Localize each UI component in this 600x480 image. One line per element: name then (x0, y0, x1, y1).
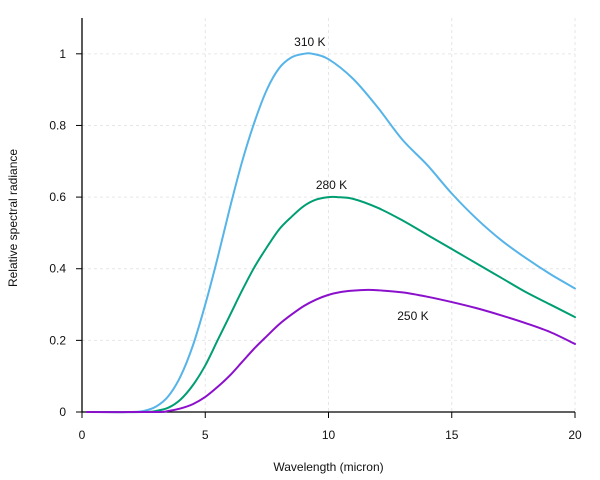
y-tick-label: 0.2 (49, 333, 66, 347)
x-axis-label: Wavelength (micron) (273, 460, 383, 474)
x-tick-label: 10 (322, 428, 336, 442)
series-line-2 (85, 288, 576, 414)
series-label-1: 280 K (316, 178, 347, 192)
x-tick-label: 20 (568, 428, 582, 442)
y-tick-label: 0.8 (49, 118, 66, 132)
series-label-2: 250 K (397, 309, 428, 323)
axes (76, 18, 576, 418)
series-line-1 (85, 195, 576, 414)
grid (82, 18, 576, 412)
tick-labels: 0 5 10 15 20 0 0.2 0.4 0.6 0.8 1 (49, 47, 582, 442)
x-tick-label: 15 (445, 428, 459, 442)
series-lines (85, 52, 576, 414)
series-line-0 (85, 52, 576, 414)
y-tick-label: 0.6 (49, 190, 66, 204)
x-tick-label: 5 (202, 428, 209, 442)
y-tick-label: 1 (59, 47, 66, 61)
y-tick-label: 0.4 (49, 262, 66, 276)
x-tick-label: 0 (79, 428, 86, 442)
y-tick-label: 0 (59, 405, 66, 419)
series-label-0: 310 K (294, 35, 325, 49)
y-axis-label: Relative spectral radiance (6, 149, 20, 287)
series-labels: 310 K 280 K 250 K (294, 35, 428, 323)
